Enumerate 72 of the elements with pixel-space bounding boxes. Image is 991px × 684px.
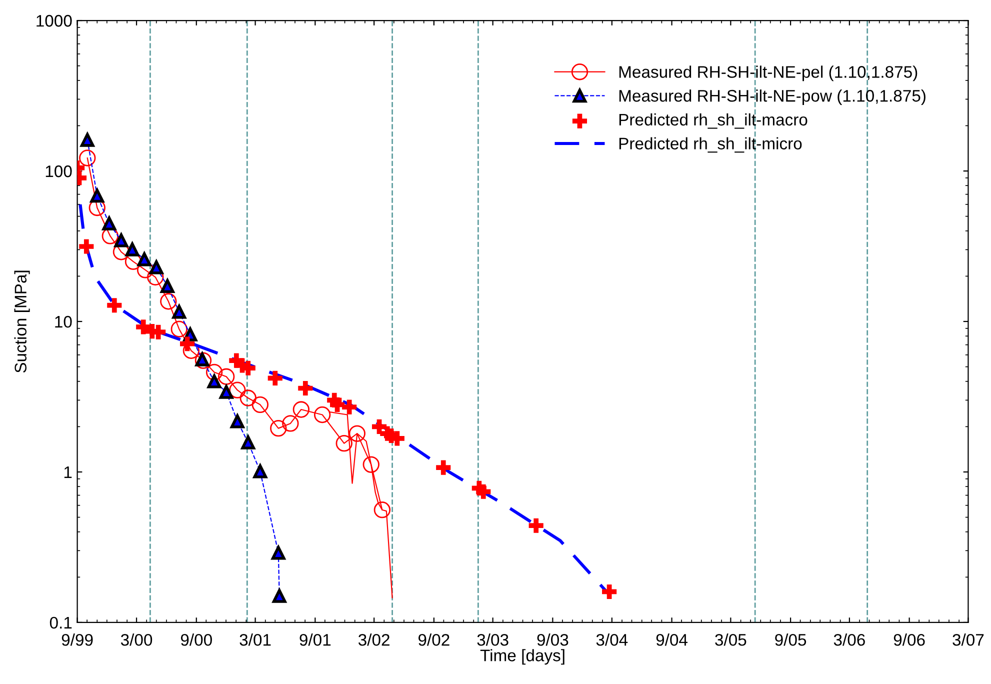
point (602, 584, 617, 600)
legend-label: Measured RH-SH-ilt-NE-pel (1.10,1.875) (619, 66, 918, 82)
point (90, 188, 104, 203)
point (374, 502, 391, 518)
point (107, 298, 122, 313)
point (342, 400, 357, 414)
point (102, 216, 116, 230)
y-tick-label: 0.1 (50, 616, 72, 629)
point (270, 420, 287, 437)
point (125, 242, 140, 256)
x-axis-title: Time [days] (480, 649, 564, 665)
x-tick-label: 3/04 (596, 634, 628, 646)
point (170, 320, 188, 338)
point (160, 293, 177, 310)
point (476, 484, 491, 499)
y-axis-title: Suction [MPa] (14, 270, 30, 373)
point (348, 425, 366, 442)
x-tick-label: 9/01 (300, 634, 331, 646)
x-tick-label: 9/06 (894, 634, 925, 646)
point (79, 239, 94, 254)
legend-label: Predicted rh_sh_ilt-macro (619, 113, 808, 129)
x-tick-label: 3/03 (477, 634, 508, 646)
point (206, 364, 223, 381)
x-tick-label: 3/01 (240, 634, 271, 646)
point (79, 150, 96, 166)
point (268, 370, 282, 386)
x-tick-label: 9/00 (180, 634, 212, 646)
point (362, 456, 380, 473)
point (253, 464, 268, 478)
y-tick-label: 10 (55, 316, 72, 328)
x-tick-label: 9/03 (537, 634, 568, 646)
x-tick-label: 3/07 (952, 634, 984, 646)
point (219, 385, 234, 399)
x-tick-label: 3/00 (120, 634, 152, 646)
point (207, 374, 222, 388)
point (241, 436, 256, 450)
y-tick-label: 1 (64, 466, 72, 478)
point (229, 382, 246, 398)
point (147, 268, 164, 286)
legend-label: Measured RH-SH-ilt-NE-pow (1.10,1.875) (619, 89, 926, 106)
point (372, 419, 387, 434)
point (292, 401, 310, 418)
x-tick-label: 9/04 (656, 634, 688, 646)
x-tick-label: 9/02 (418, 634, 450, 646)
point (272, 588, 286, 603)
x-tick-label: 3/06 (834, 634, 865, 646)
y-tick-label: 1000 (36, 14, 72, 27)
x-tick-label: 3/05 (715, 634, 746, 646)
point (271, 546, 286, 560)
point (149, 260, 164, 274)
point (298, 380, 313, 396)
point (336, 434, 352, 452)
point (252, 396, 268, 414)
point (160, 279, 174, 293)
point (114, 233, 128, 248)
point (230, 414, 244, 428)
y-tick-label: 100 (46, 165, 72, 178)
point (137, 252, 152, 266)
point (218, 368, 235, 385)
legend-label: Predicted rh_sh_ilt-micro (619, 137, 802, 153)
x-tick-label: 9/05 (775, 634, 806, 646)
point (314, 406, 331, 424)
point (172, 304, 186, 319)
point (240, 390, 256, 406)
point (436, 460, 451, 475)
x-tick-label: 9/99 (62, 634, 93, 646)
point (528, 518, 544, 533)
x-tick-label: 3/02 (358, 634, 390, 646)
point (180, 336, 195, 352)
point (330, 397, 345, 412)
point (80, 132, 94, 147)
point (282, 415, 299, 432)
